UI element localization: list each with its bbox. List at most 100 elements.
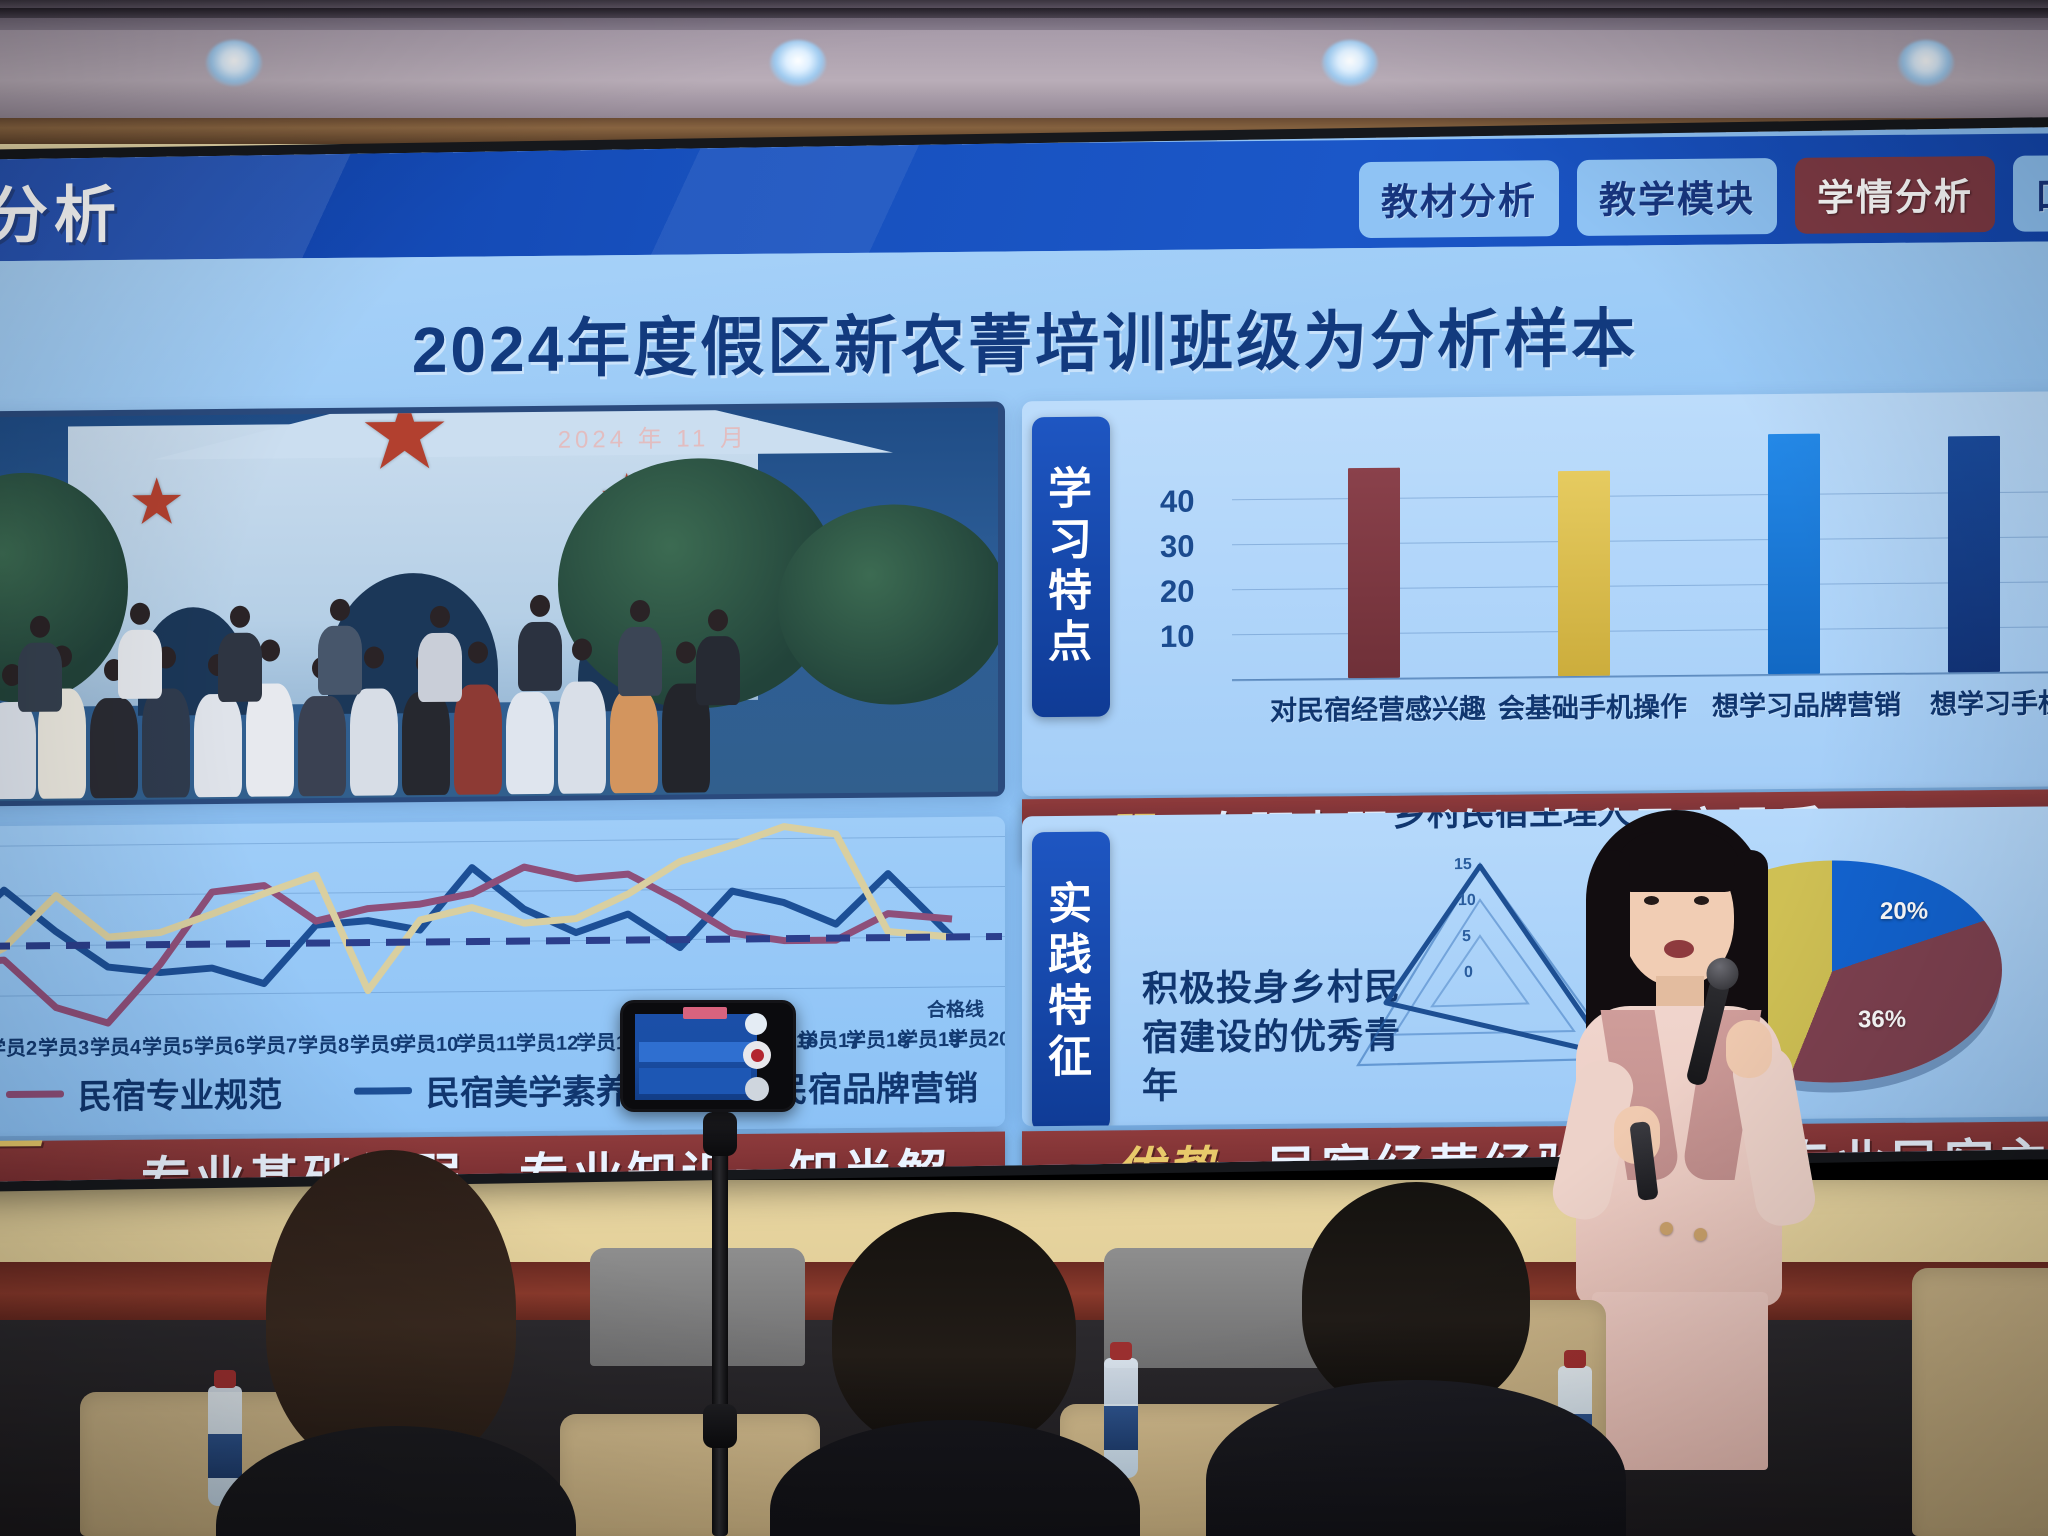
audience-head <box>266 1150 516 1470</box>
presenter-eye-left <box>1644 896 1659 905</box>
banner-key: 一优势 <box>1060 1142 1219 1182</box>
vlabel-char: 特 <box>1048 981 1094 1032</box>
banner-key: 一弱 <box>0 1117 41 1175</box>
red-star-icon: ★ <box>128 465 186 538</box>
bar-phone-app <box>1948 435 2000 673</box>
slide-header-title: 学分析 <box>0 180 123 252</box>
presenter <box>1548 810 1820 1470</box>
jacket-button <box>1694 1228 1707 1241</box>
x-label: 学员2 <box>0 1037 38 1061</box>
x-label: 学员6 <box>194 1035 246 1059</box>
record-button[interactable] <box>743 1041 771 1069</box>
legend-label: 民宿美学素养 <box>426 1073 630 1114</box>
line-chart-svg <box>0 823 1005 1027</box>
line-chart: 合格线 学员1 学员2 学员3 学员4 学员5 学员6 学员7 学员8 学员9 … <box>0 818 1005 1116</box>
led-presentation-screen: 学分析 教材分析 教学模块 学情分析 口 2024年度假区新农菁培训班级为分析样… <box>0 126 2048 1182</box>
audience-head <box>832 1212 1076 1450</box>
phone-recording-badge <box>683 1007 727 1019</box>
panel-label-practice-traits: 实 践 特 征 <box>1032 831 1110 1127</box>
ceiling-light <box>770 40 826 86</box>
x-label: 学员3 <box>38 1037 90 1060</box>
audience-shoulders <box>770 1420 1140 1536</box>
bar-brand-marketing <box>1768 433 1820 675</box>
bar-chart-ytick: 10 <box>1160 618 1195 654</box>
tab-learner-analysis[interactable]: 学情分析 <box>1795 155 1995 234</box>
tripod-knob[interactable] <box>703 1112 737 1156</box>
camera-shutter-button[interactable] <box>745 1013 767 1035</box>
gallery-thumbnail-button[interactable] <box>745 1077 769 1101</box>
x-label: 学员11 <box>456 1033 518 1056</box>
phone-screen[interactable] <box>635 1014 757 1100</box>
water-bottle <box>1104 1342 1138 1478</box>
radar-chart-svg <box>1356 861 1623 1067</box>
tab-textbook-analysis[interactable]: 教材分析 <box>1359 160 1559 239</box>
pass-line-label: 合格线 <box>926 999 984 1022</box>
tripod-knob[interactable] <box>703 1404 737 1448</box>
audience-member-center <box>770 1212 1140 1536</box>
group-photo-people <box>0 577 988 802</box>
audience-head <box>1302 1182 1530 1412</box>
x-label: 学员12 <box>516 1032 579 1056</box>
jacket-button <box>1660 1222 1673 1235</box>
ceiling-light <box>1898 40 1954 86</box>
ceiling-soffit <box>0 30 2048 122</box>
bar-chart-ytick: 30 <box>1160 528 1195 564</box>
slide-title: 2024年度假区新农菁培训班级为分析样本 <box>411 302 1639 387</box>
line-chart-legend: 民宿专业规范 民宿美学素养 民宿品牌营销 <box>6 1061 978 1119</box>
vlabel-char: 践 <box>1048 930 1094 981</box>
radar-tick: 15 <box>1454 855 1472 874</box>
x-label: 学员7 <box>246 1035 298 1058</box>
building-gable <box>153 407 893 460</box>
vlabel-char: 点 <box>1048 617 1094 667</box>
panel-practice-traits: 实 践 特 征 乡村民宿主理人 积极投身乡村民宿建设的优秀青年 15 10 <box>1022 805 2048 1127</box>
panel-group-photo: ★ ★ ★ <box>0 401 1005 807</box>
tab-teaching-module[interactable]: 教学模块 <box>1577 158 1777 236</box>
bar-category-label: 会基础手机操作 <box>1498 691 1687 724</box>
tab-clipped[interactable]: 口 <box>2013 154 2048 232</box>
bar-category-label: 对民宿经营感兴趣 <box>1270 693 1486 726</box>
radar-chart: 15 10 5 0 <box>1352 850 1682 1103</box>
presenter-hand-right <box>1726 1020 1772 1078</box>
chair-back-rest <box>590 1248 805 1366</box>
legend-label: 民宿专业规范 <box>78 1076 282 1117</box>
vlabel-char: 特 <box>1048 566 1094 617</box>
panel-trainee-scores: 合格线 学员1 学员2 学员3 学员4 学员5 学员6 学员7 学员8 学员9 … <box>0 816 1005 1137</box>
radar-tick: 10 <box>1458 891 1476 910</box>
chair <box>1912 1268 2048 1536</box>
x-label: 学员4 <box>90 1036 142 1060</box>
audience-member-left <box>216 1150 576 1536</box>
class-group-photo: ★ ★ ★ <box>0 407 998 802</box>
ceiling-light <box>206 40 262 86</box>
photo-date-caption: 2024 年 11 月 <box>557 424 748 454</box>
panel-learning-traits: 学 习 特 点 40 30 20 10 <box>1022 390 2048 797</box>
pie-slice-label-maroon: 36% <box>1858 1005 1907 1034</box>
pie-slice-label-blue: 20% <box>1880 897 1929 926</box>
radar-tick: 0 <box>1464 963 1473 982</box>
banner-one-advantage: 一优势 民宿经营经验，蜕变“专业民宿主” <box>1022 1120 2048 1182</box>
x-label: 学员20 <box>948 1028 1005 1052</box>
selfie-stick-tripod[interactable] <box>703 1030 737 1536</box>
bar-chart-ytick: 40 <box>1160 483 1195 519</box>
presenter-bangs <box>1614 832 1742 892</box>
legend-label: 民宿品牌营销 <box>774 1069 978 1110</box>
slide-tab-bar: 教材分析 教学模块 学情分析 口 <box>1359 154 2048 239</box>
presenter-skirt <box>1592 1292 1768 1470</box>
ceiling-light <box>1322 40 1378 86</box>
recording-phone[interactable] <box>620 1000 796 1112</box>
bar-category-label: 想学习品牌营销 <box>1712 689 1901 722</box>
ceiling-strip <box>0 8 2048 18</box>
vlabel-char: 征 <box>1048 1032 1094 1082</box>
radar-tick: 5 <box>1462 927 1471 946</box>
bar-chart: 40 30 20 10 对民宿经营感兴趣 会基础手机操作 想学习品牌营销 想学习… <box>1140 413 2048 726</box>
presenter-eye-right <box>1694 896 1709 905</box>
chair-back-rest <box>1104 1248 1334 1368</box>
bar-chart-ytick: 20 <box>1160 573 1195 609</box>
vlabel-char: 习 <box>1048 515 1094 566</box>
x-label: 学员9 <box>350 1034 402 1057</box>
red-star-icon: ★ <box>358 407 452 492</box>
bar-phone-basics <box>1558 470 1610 677</box>
panel-label-learning-traits: 学 习 特 点 <box>1032 416 1110 718</box>
audience-shoulders <box>216 1426 576 1536</box>
x-label: 学员10 <box>396 1033 459 1057</box>
